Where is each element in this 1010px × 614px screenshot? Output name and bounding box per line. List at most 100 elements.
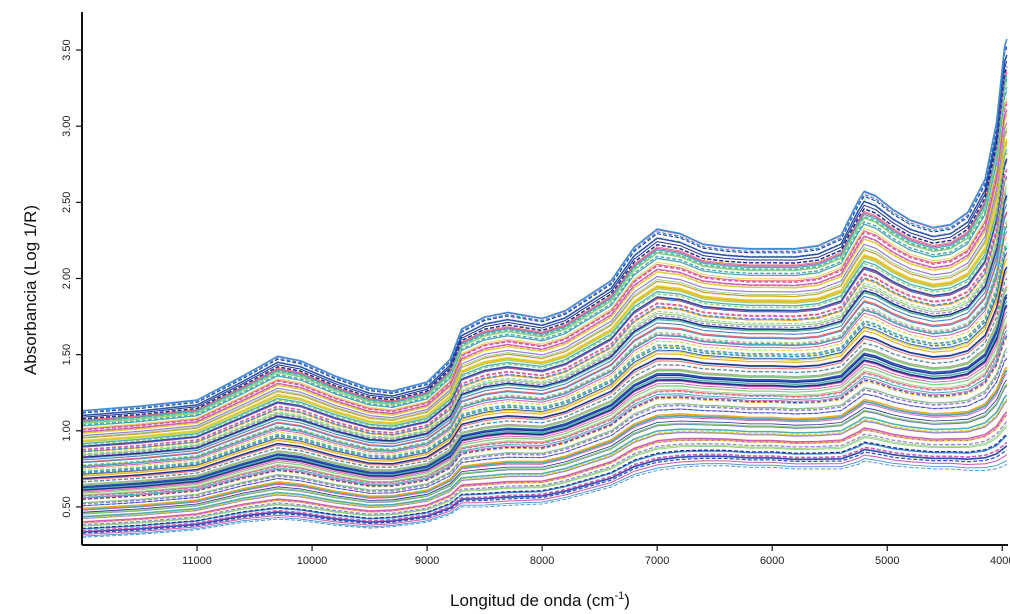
spectrum-line <box>81 230 1008 469</box>
spectrum-line <box>81 311 1008 493</box>
spectrum-line <box>81 54 1008 417</box>
spectrum-line <box>81 38 1008 412</box>
spectrum-line <box>81 424 1008 527</box>
spectrum-line <box>81 75 1008 423</box>
spectrum-line <box>81 315 1008 494</box>
spectrum-line <box>81 321 1008 496</box>
spectrum-line <box>81 326 1008 497</box>
spectrum-line <box>81 236 1008 471</box>
spectrum-line <box>81 383 1008 515</box>
spectra-series-group <box>81 38 1008 538</box>
spectrum-line <box>81 131 1008 439</box>
spectrum-line <box>81 46 1008 414</box>
spectrum-line <box>81 254 1008 476</box>
spectrum-line <box>81 138 1008 442</box>
spectrum-line <box>81 170 1008 451</box>
spectrum-line <box>81 433 1008 529</box>
spectrum-line <box>81 183 1008 455</box>
spectrum-line <box>81 204 1008 461</box>
x-tick-label: 6000 <box>760 555 784 567</box>
spectrum-line <box>81 101 1008 430</box>
spectrum-line <box>81 460 1008 538</box>
spectrum-line <box>81 394 1008 518</box>
y-tick-label: 3.50 <box>61 39 73 60</box>
spectrum-line <box>81 348 1008 504</box>
y-tick-label: 0.50 <box>61 496 73 517</box>
spectrum-line <box>81 90 1008 427</box>
spectrum-line <box>81 449 1008 534</box>
spectrum-line <box>81 140 1008 442</box>
x-axis-title: Longitud de onda (cm-1) <box>450 590 630 610</box>
spectrum-line <box>81 110 1008 433</box>
spectrum-line <box>81 252 1008 475</box>
y-tick-label: 1.00 <box>61 420 73 441</box>
spectrum-line <box>81 300 1008 490</box>
spectrum-line <box>81 142 1008 443</box>
x-tick-label: 7000 <box>645 555 669 567</box>
spectrum-line <box>81 335 1008 500</box>
spectrum-line <box>81 445 1008 533</box>
spectrum-line <box>81 198 1008 459</box>
spectrum-line <box>81 338 1008 501</box>
y-tick-label: 2.00 <box>61 268 73 289</box>
spectrum-line <box>81 324 1008 497</box>
spectrum-line <box>81 266 1008 480</box>
y-axis-title: Absorbancia (Log 1/R) <box>21 205 40 375</box>
spectrum-line <box>81 225 1008 467</box>
spectrum-line <box>81 168 1008 451</box>
spectrum-line <box>81 70 1008 421</box>
spectrum-line <box>81 373 1008 511</box>
spectrum-line <box>81 60 1008 418</box>
spectrum-line <box>81 330 1008 499</box>
spectrum-line <box>81 400 1008 520</box>
spectrum-line <box>81 243 1008 473</box>
x-axis-title-close: ) <box>624 591 630 610</box>
spectrum-line <box>81 293 1008 488</box>
spectrum-line <box>81 286 1008 486</box>
spectrum-line <box>81 411 1008 523</box>
spectrum-line <box>81 414 1008 524</box>
x-tick-label: 5000 <box>875 555 899 567</box>
spectrum-line <box>81 80 1008 425</box>
spectrum-line <box>81 175 1008 453</box>
spectrum-line <box>81 454 1008 536</box>
x-axis-title-main: Longitud de onda (cm <box>450 591 614 610</box>
spectrum-line <box>81 158 1008 448</box>
spectrum-line <box>81 247 1008 474</box>
y-tick-label: 1.50 <box>61 344 73 365</box>
spectrum-line <box>81 149 1008 445</box>
spectrum-line <box>81 458 1008 537</box>
x-tick-label: 8000 <box>530 555 554 567</box>
spectrum-line <box>81 127 1008 438</box>
spectrum-line <box>81 86 1008 426</box>
x-tick-label: 9000 <box>415 555 439 567</box>
spectrum-line <box>81 366 1008 510</box>
spectrum-line <box>81 379 1008 513</box>
spectrum-line <box>81 190 1008 457</box>
spectrum-line <box>81 398 1008 519</box>
spectrum-line <box>81 304 1008 491</box>
spectrum-line <box>81 187 1008 456</box>
spectrum-line <box>81 296 1008 489</box>
x-tick-label: 11000 <box>182 555 212 567</box>
spectrum-line <box>81 358 1008 507</box>
spectrum-line <box>81 278 1008 483</box>
spectrum-line <box>81 223 1008 467</box>
spectrum-line <box>81 441 1008 532</box>
spectrum-line <box>81 220 1008 466</box>
spectrum-line <box>81 144 1008 443</box>
spectrum-line <box>81 103 1008 431</box>
spectrum-line <box>81 43 1008 413</box>
x-tick-label: 10000 <box>297 555 328 567</box>
spectrum-line <box>81 97 1008 429</box>
spectrum-line <box>81 271 1008 481</box>
x-axis-title-superscript: -1 <box>615 590 625 602</box>
y-tick-label: 2.50 <box>61 192 73 213</box>
spectrum-line <box>81 258 1008 477</box>
spectrum-line <box>81 176 1008 453</box>
spectrum-line <box>81 211 1008 463</box>
spectrum-line <box>81 66 1008 420</box>
spectrum-line <box>81 426 1008 527</box>
